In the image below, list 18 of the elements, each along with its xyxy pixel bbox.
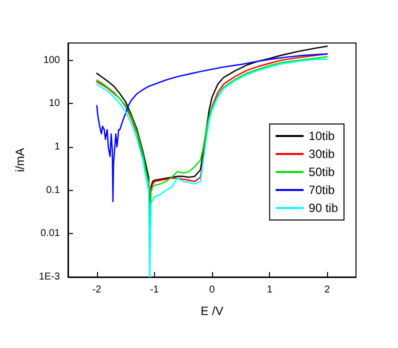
legend-label: 30tib <box>308 147 335 161</box>
legend-label: 90 tib <box>308 201 338 215</box>
y-tick-label: 1 <box>54 141 60 152</box>
y-tick-label: 0.1 <box>46 184 60 196</box>
x-axis-title: E /V <box>200 304 224 318</box>
x-tick-label: -1 <box>150 284 160 296</box>
x-tick-label: -2 <box>92 284 102 296</box>
y-tick-label: 10 <box>48 98 60 110</box>
legend-label: 70tib <box>308 183 335 197</box>
x-tick-label: 0 <box>209 284 216 296</box>
y-tick-label: 1E-3 <box>38 272 60 282</box>
x-tick-label: 2 <box>324 284 330 296</box>
y-tick-label: 0.01 <box>40 228 60 240</box>
legend-label: 50tib <box>308 165 335 179</box>
y-axis-title: i/mA <box>13 148 27 172</box>
y-tick-label: 100 <box>43 54 60 66</box>
x-tick-label: 1 <box>266 284 273 296</box>
legend-label: 10tib <box>308 129 335 143</box>
